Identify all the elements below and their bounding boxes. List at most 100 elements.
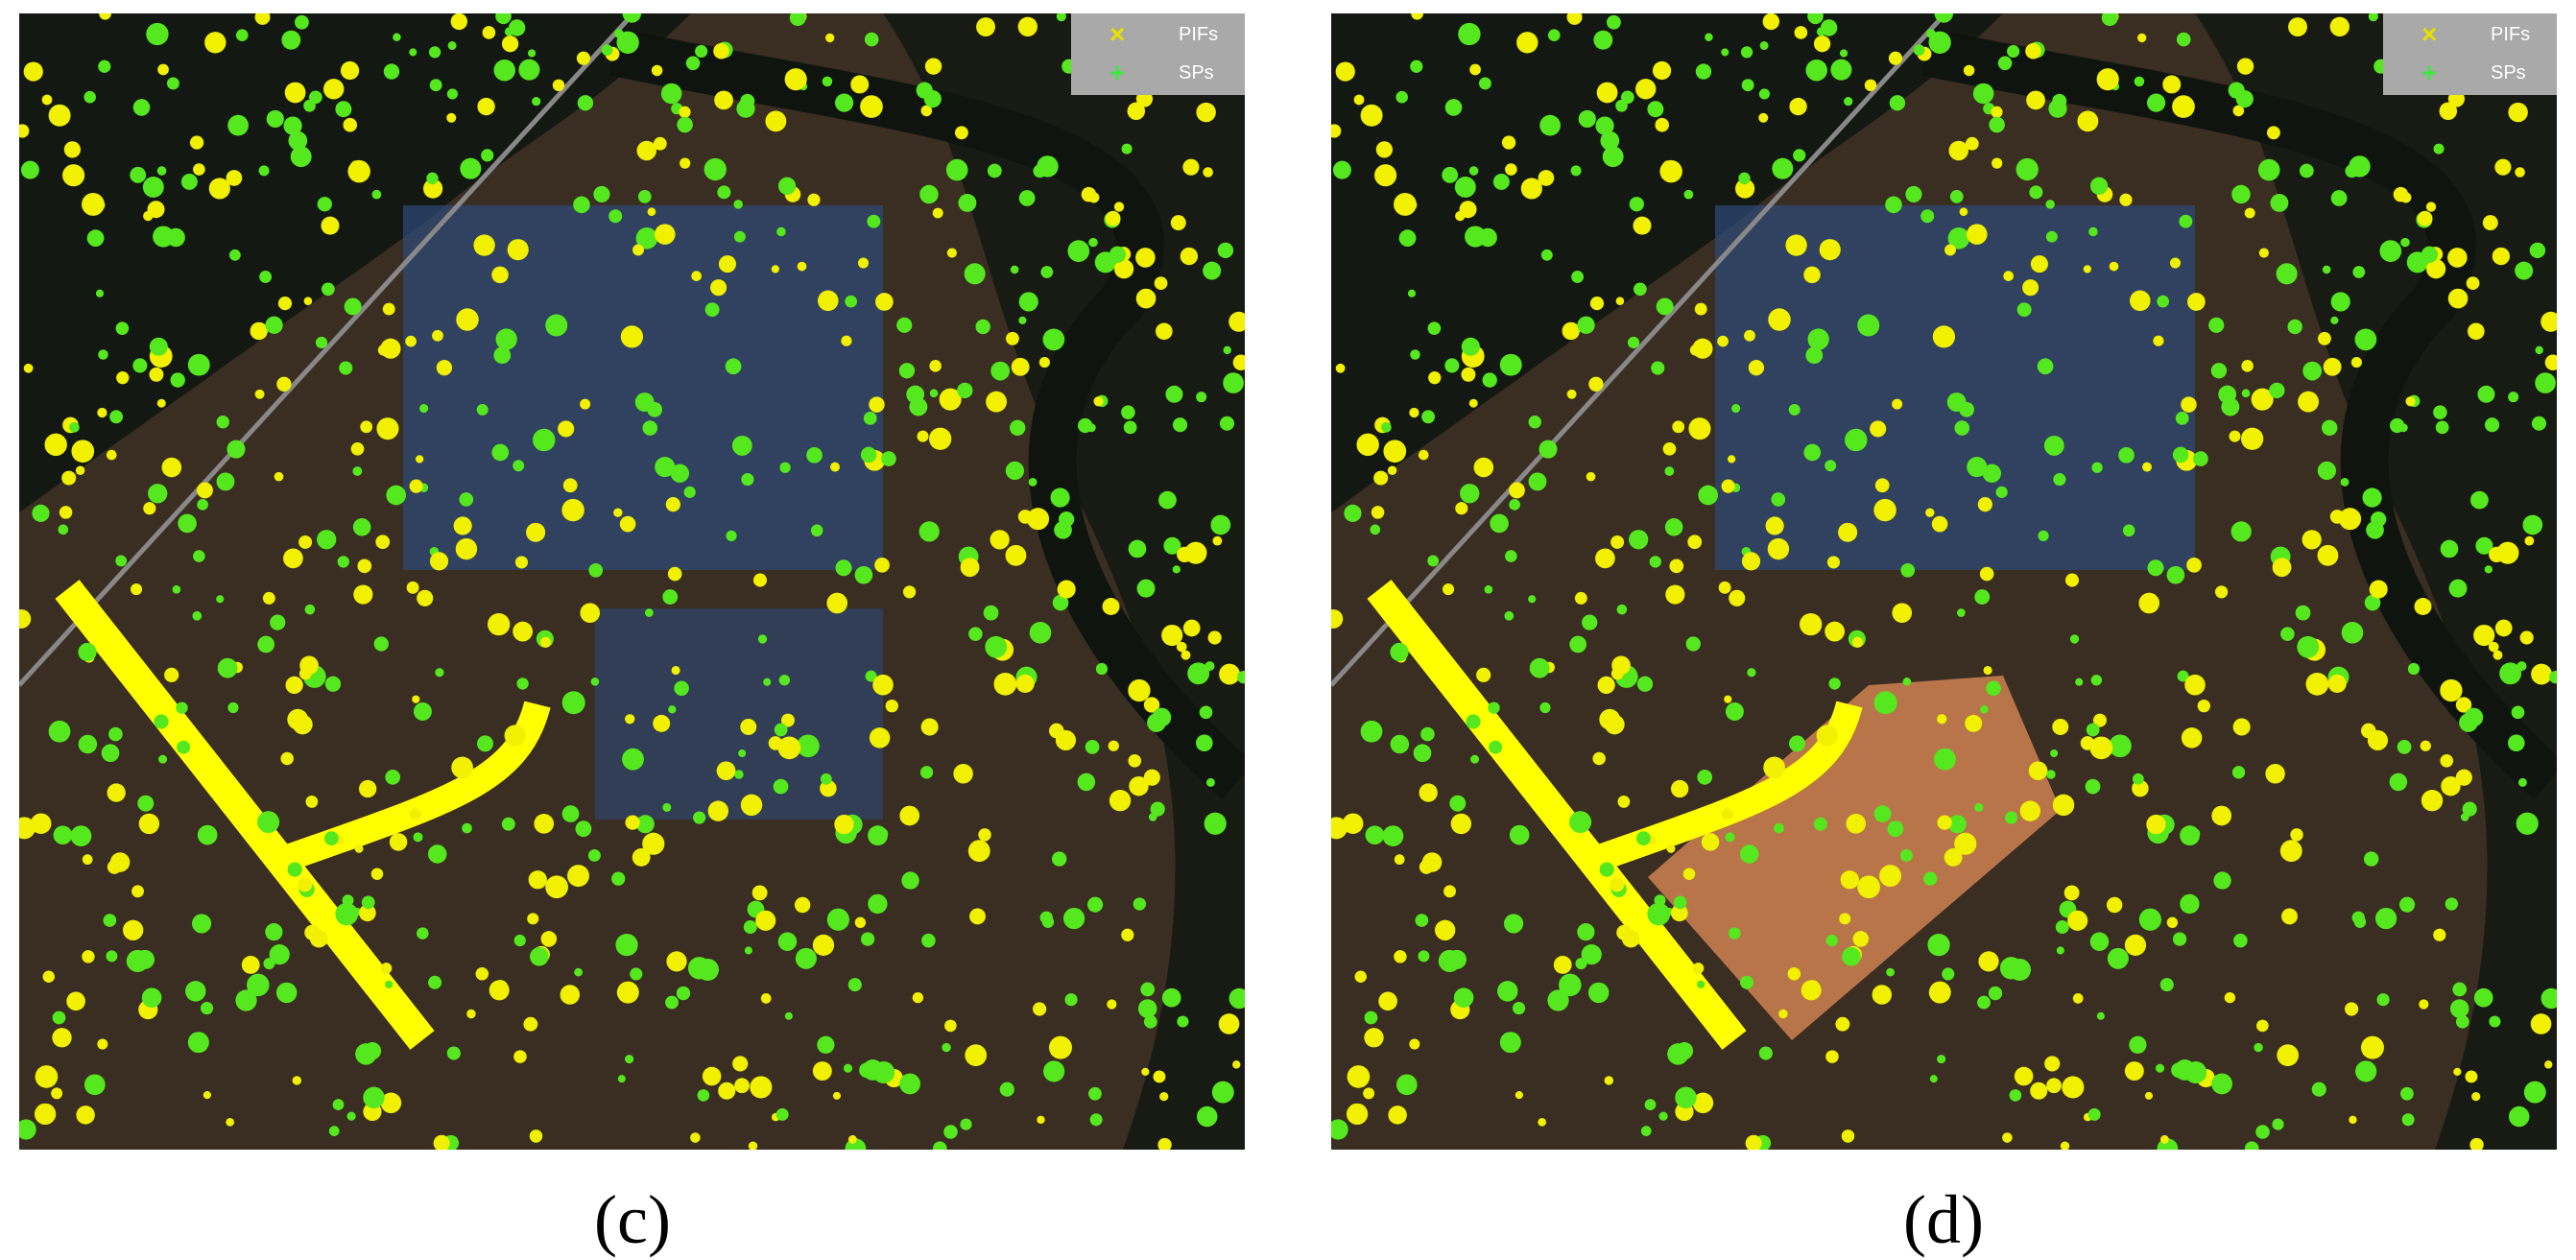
feature-marker (1219, 663, 1240, 685)
feature-marker (1925, 508, 1935, 517)
feature-marker (2144, 1091, 2153, 1100)
feature-marker (2138, 592, 2160, 614)
feature-marker (1607, 14, 1621, 30)
feature-marker (702, 1066, 722, 1086)
feature-marker (1394, 950, 1407, 963)
feature-marker (1107, 999, 1117, 1010)
feature-marker (466, 1009, 476, 1019)
feature-marker (2208, 317, 2225, 333)
feature-marker (1410, 349, 1420, 360)
feature-marker (1346, 1103, 1369, 1126)
feature-marker (946, 248, 957, 258)
feature-marker (1649, 556, 1661, 568)
feature-marker (632, 847, 651, 867)
feature-marker (744, 946, 752, 955)
feature-marker (912, 991, 924, 1004)
feature-marker (2448, 579, 2468, 598)
feature-marker (1123, 420, 1137, 435)
feature-marker (1602, 146, 1624, 168)
feature-marker (718, 255, 736, 273)
feature-marker (590, 678, 600, 686)
feature-marker (216, 595, 225, 604)
feature-marker (740, 719, 757, 736)
feature-marker (1988, 986, 2003, 1001)
feature-marker (149, 367, 164, 382)
feature-marker (2530, 1013, 2552, 1034)
feature-marker (2188, 828, 2201, 840)
feature-marker (2130, 290, 2151, 312)
feature-marker (1156, 322, 1173, 341)
feature-marker (1127, 102, 1146, 121)
feature-marker (1581, 944, 1602, 965)
feature-marker (1851, 636, 1864, 648)
feature-marker (573, 196, 590, 214)
road (1331, 13, 1947, 687)
feature-marker (1207, 630, 1222, 645)
feature-marker (1128, 753, 1142, 768)
feature-marker (587, 848, 601, 862)
feature-marker (2147, 559, 2164, 577)
feature-marker (558, 420, 575, 438)
feature-marker (1813, 817, 1827, 831)
legend: × PIFs + SPs (2383, 13, 2557, 95)
feature-marker (247, 973, 270, 997)
feature-marker (257, 635, 274, 654)
feature-marker (82, 192, 105, 216)
feature-marker (131, 885, 144, 898)
feature-marker (203, 1091, 211, 1100)
feature-marker (2435, 420, 2449, 435)
feature-marker (1492, 173, 1510, 190)
legend-item: + SPs (1071, 54, 1245, 92)
feature-marker (632, 244, 644, 256)
feature-marker (23, 61, 43, 82)
feature-marker (2531, 416, 2547, 431)
feature-marker (860, 932, 875, 946)
feature-marker (1383, 440, 1407, 464)
feature-marker (2535, 345, 2543, 355)
feature-marker (371, 189, 382, 200)
legend-symbol: + (1109, 58, 1126, 87)
feature-marker (1666, 844, 1676, 853)
feature-marker (1740, 46, 1753, 59)
feature-marker (2508, 734, 2525, 752)
feature-marker (2043, 435, 2064, 456)
feature-marker (760, 993, 772, 1004)
feature-marker (1944, 847, 1963, 867)
feature-marker (142, 177, 164, 198)
feature-marker (1135, 248, 1156, 268)
feature-marker (2445, 897, 2459, 911)
feature-marker (576, 51, 591, 65)
feature-marker (1929, 1075, 1938, 1083)
feature-marker (1449, 795, 1467, 812)
feature-marker (1484, 584, 1493, 594)
feature-marker (51, 1087, 63, 1100)
feature-marker (2341, 621, 2364, 644)
feature-marker (634, 392, 655, 412)
industrial-area (403, 205, 883, 570)
feature-marker (383, 63, 400, 80)
feature-marker (751, 885, 768, 901)
feature-marker (2329, 510, 2345, 524)
feature-marker (1010, 265, 1019, 274)
feature-marker (1980, 705, 1989, 714)
feature-marker (812, 934, 835, 957)
feature-marker (1381, 422, 1392, 433)
feature-marker (2549, 670, 2557, 684)
feature-marker (527, 913, 539, 925)
feature-marker (1828, 678, 1841, 690)
feature-marker (2142, 462, 2153, 472)
feature-marker (2540, 987, 2557, 1010)
feature-marker (1830, 59, 1852, 81)
feature-marker (707, 800, 729, 821)
feature-marker (2318, 331, 2331, 345)
feature-marker (869, 727, 891, 749)
feature-marker (642, 420, 658, 436)
feature-marker (2485, 417, 2500, 433)
feature-marker (2317, 544, 2339, 566)
feature-marker (562, 478, 578, 493)
feature-marker (834, 93, 854, 112)
feature-marker (1879, 865, 1902, 888)
feature-marker (185, 981, 206, 1002)
feature-marker (674, 680, 689, 696)
feature-marker (513, 1050, 527, 1063)
